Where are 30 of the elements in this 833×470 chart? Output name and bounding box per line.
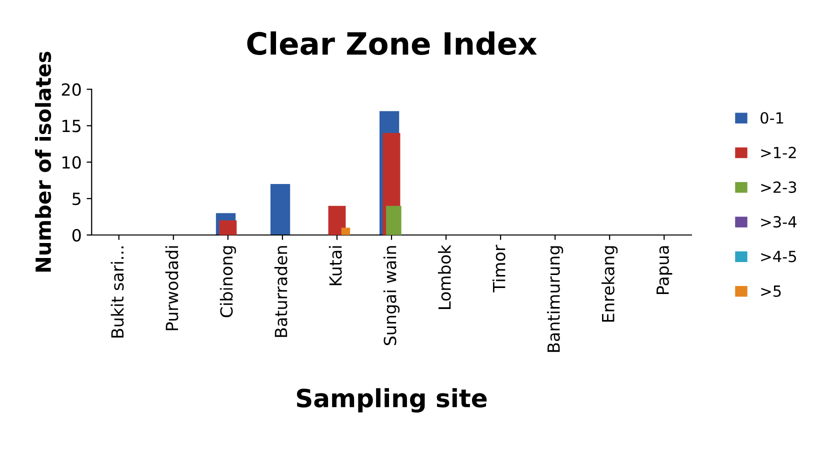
legend-label: >2-3 bbox=[761, 181, 796, 193]
x-tick-label: Cibinong bbox=[220, 246, 236, 318]
chart-title: Clear Zone Index bbox=[247, 31, 537, 56]
bar bbox=[270, 184, 290, 235]
y-tick-label: 15 bbox=[62, 120, 80, 132]
x-tick-label: Lombok bbox=[438, 244, 451, 309]
y-tick-label: 10 bbox=[62, 156, 81, 169]
x-tick-label: Sungai wain bbox=[383, 246, 400, 346]
bar bbox=[219, 220, 237, 235]
legend-label: >1-2 bbox=[761, 146, 796, 158]
x-tick-label: Baturraden bbox=[274, 246, 288, 337]
y-axis-title: Number of isolates bbox=[34, 52, 52, 272]
bar bbox=[328, 206, 346, 235]
x-tick-label: Enrekang bbox=[602, 246, 618, 322]
x-tick-label: Bukit sari... bbox=[110, 246, 124, 338]
x-tick-label: Purwodadi bbox=[165, 246, 178, 330]
x-tick-label: Papua bbox=[656, 246, 672, 294]
legend-label: >5 bbox=[761, 286, 781, 297]
y-tick-label: 5 bbox=[72, 192, 80, 206]
y-tick-label: 0 bbox=[72, 228, 81, 242]
legend-label: >3-4 bbox=[761, 216, 796, 228]
legend-label: 0-1 bbox=[760, 112, 784, 124]
x-tick-label: Bantimurung bbox=[547, 246, 564, 352]
y-tick-label: 20 bbox=[62, 83, 81, 96]
x-tick-label: Kutai bbox=[328, 246, 342, 286]
bar bbox=[341, 228, 350, 235]
x-axis-title: Sampling site bbox=[296, 388, 487, 413]
legend-label: >4-5 bbox=[761, 250, 796, 262]
x-tick-label: Timor bbox=[492, 244, 506, 292]
bar bbox=[386, 206, 402, 235]
